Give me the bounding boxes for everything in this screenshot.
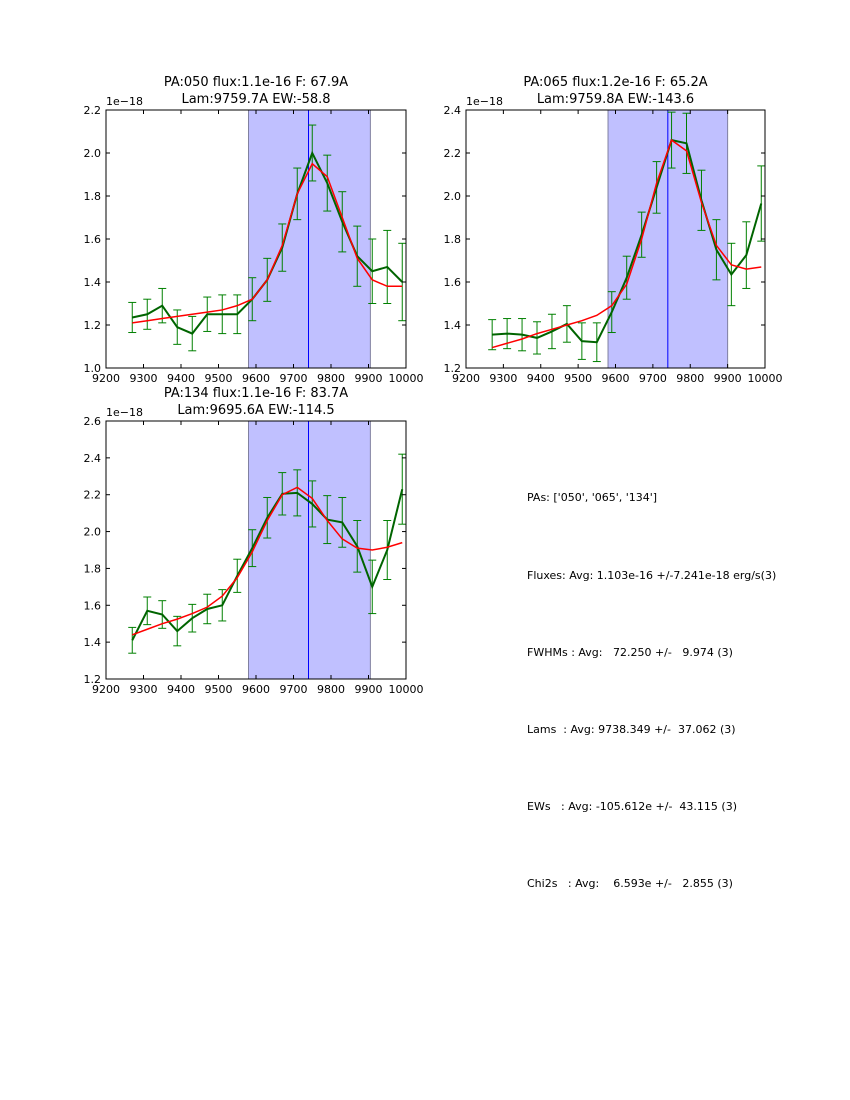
y-offset-label: 1e−18	[106, 95, 143, 108]
subplot-title-line2: Lam:9695.6A EW:-114.5	[177, 403, 334, 418]
y-tick-label: 1.4	[444, 319, 462, 332]
x-tick-label: 10000	[389, 683, 424, 696]
x-tick-label: 9800	[317, 683, 345, 696]
y-tick-label: 1.6	[444, 276, 462, 289]
x-tick-label: 9900	[714, 372, 742, 385]
series-data-line	[131, 488, 404, 641]
x-tick-label: 9900	[355, 683, 383, 696]
y-tick-label: 2.6	[84, 415, 102, 428]
shaded-region	[248, 420, 371, 680]
x-tick-label: 10000	[748, 372, 783, 385]
x-tick-label: 9500	[205, 372, 233, 385]
x-tick-label: 9500	[205, 683, 233, 696]
shaded-region	[248, 109, 371, 369]
y-tick-label: 1.4	[84, 636, 102, 649]
summary-pas: PAs: ['050', '065', '134']	[527, 491, 658, 505]
x-tick-label: 9200	[92, 372, 120, 385]
x-tick-label: 9200	[452, 372, 480, 385]
x-tick-label: 9600	[242, 372, 270, 385]
x-tick-label: 9700	[280, 372, 308, 385]
x-tick-label: 10000	[389, 372, 424, 385]
subplot-title-line1: PA:050 flux:1.1e-16 F: 67.9A	[164, 75, 348, 90]
subplot-title-line2: Lam:9759.7A EW:-58.8	[181, 92, 330, 107]
y-tick-label: 1.4	[84, 276, 102, 289]
x-tick-label: 9400	[167, 372, 195, 385]
y-offset-label: 1e−18	[106, 406, 143, 419]
x-tick-label: 9800	[676, 372, 704, 385]
series-model-line	[491, 138, 762, 349]
subplot-3: 9200 9300 9400 9500 9600 9700 9800 9900 10000 1.2…	[84, 386, 424, 696]
summary-stats: PAs: ['050', '065', '134'] Fluxes: Avg: …	[527, 434, 776, 922]
y-tick-label: 1.2	[84, 319, 102, 332]
summary-fwhms: FWHMs : Avg: 72.250 +/- 9.974 (3)	[527, 645, 733, 659]
x-tick-label: 9300	[130, 683, 158, 696]
summary-lams: Lams : Avg: 9738.349 +/- 37.062 (3)	[527, 722, 736, 736]
x-tick-label: 9600	[242, 683, 270, 696]
y-tick-label: 1.8	[444, 233, 462, 246]
y-tick-label: 2.4	[84, 452, 102, 465]
summary-ews: EWs : Avg: -105.612e +/- 43.115 (3)	[527, 799, 737, 813]
x-tick-label: 9900	[355, 372, 383, 385]
y-tick-label: 2.4	[444, 104, 462, 117]
y-tick-label: 1.2	[444, 362, 462, 375]
x-tick-label: 9700	[639, 372, 667, 385]
summary-chi2s: Chi2s : Avg: 6.593e +/- 2.855 (3)	[527, 876, 733, 890]
y-tick-label: 1.8	[84, 562, 102, 575]
subplot-title-line2: Lam:9759.8A EW:-143.6	[537, 92, 694, 107]
y-tick-label: 2.2	[84, 104, 102, 117]
x-tick-label: 9600	[602, 372, 630, 385]
subplot-title-line1: PA:134 flux:1.1e-16 F: 83.7A	[164, 386, 348, 401]
series-model-line	[131, 486, 403, 636]
subplot-2: 9200 9300 9400 9500 9600 9700 9800 9900 10000 1.2…	[444, 75, 783, 385]
subplot-1: 9200 9300 9400 9500 9600 9700 9800 9900 10000 1.0…	[84, 75, 424, 385]
x-tick-label: 9400	[527, 372, 555, 385]
y-tick-label: 1.0	[84, 362, 102, 375]
y-tick-label: 1.2	[84, 673, 102, 686]
subplot-title-line1: PA:065 flux:1.2e-16 F: 65.2A	[523, 75, 707, 90]
y-tick-label: 1.6	[84, 599, 102, 612]
error-bar	[128, 626, 137, 654]
y-tick-label: 2.2	[444, 147, 462, 160]
summary-fluxes: Fluxes: Avg: 1.103e-16 +/-7.241e-18 erg/…	[527, 568, 777, 582]
x-tick-label: 9400	[167, 683, 195, 696]
y-tick-label: 2.0	[444, 190, 462, 203]
y-tick-label: 1.6	[84, 233, 102, 246]
x-tick-label: 9700	[280, 683, 308, 696]
y-tick-label: 2.0	[84, 526, 102, 539]
y-tick-label: 2.0	[84, 147, 102, 160]
x-tick-label: 9500	[564, 372, 592, 385]
y-tick-label: 1.8	[84, 190, 102, 203]
y-offset-label: 1e−18	[466, 95, 503, 108]
x-tick-label: 9300	[130, 372, 158, 385]
series-model-line	[132, 162, 403, 324]
y-tick-label: 2.2	[84, 489, 102, 502]
x-tick-label: 9300	[489, 372, 517, 385]
series-data-line	[492, 138, 763, 344]
x-tick-label: 9200	[92, 683, 120, 696]
x-tick-label: 9800	[317, 372, 345, 385]
